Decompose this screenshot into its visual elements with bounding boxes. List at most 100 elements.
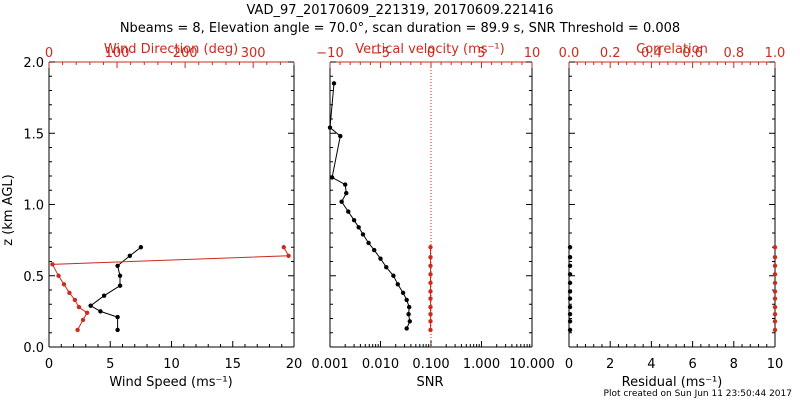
snr-point (404, 326, 409, 331)
residual-top-tick-label: 0.6 (682, 46, 703, 61)
snr-point (329, 175, 335, 180)
height-tick-label: 1.5 (23, 127, 44, 142)
wind-direction-point (286, 253, 291, 258)
snr-point (351, 217, 357, 223)
correlation-point (772, 327, 778, 333)
wind-direction-point (76, 304, 82, 310)
plot-created-footer: Plot created on Sun Jun 11 23:50:44 2017 (604, 389, 792, 399)
correlation-point (772, 289, 778, 294)
residual-point (567, 272, 573, 277)
residual-point (567, 304, 573, 310)
wind-direction-point (56, 273, 61, 278)
vertical-velocity-point (428, 304, 433, 310)
correlation-point (772, 296, 778, 301)
snr-point (327, 125, 333, 130)
residual-bottom-tick-label: 4 (647, 357, 655, 372)
wind-top-tick-label: 100 (105, 46, 130, 61)
correlation-point (772, 245, 778, 250)
snr-point (371, 247, 377, 253)
correlation-point (772, 280, 778, 286)
correlation-point (772, 255, 778, 260)
wind-speed-point (88, 303, 93, 308)
wind-direction-line (51, 247, 290, 331)
figure-title-line2: Nbeams = 8, Elevation angle = 70.0°, sca… (120, 21, 680, 36)
wind-direction-point (61, 282, 67, 287)
snr-point (339, 199, 344, 204)
snr-axis-title: SNR (416, 375, 443, 390)
snr-bottom-tick-label: 0.010 (362, 357, 399, 372)
snr-point (343, 182, 348, 187)
correlation-point (772, 263, 778, 268)
residual-point (567, 319, 573, 324)
snr-point (404, 297, 409, 303)
residual-point (567, 263, 573, 268)
vertical-velocity-point (428, 327, 433, 333)
snr-line (329, 83, 411, 329)
residual-point (567, 289, 573, 294)
snr-point (406, 304, 412, 310)
wind-top-tick-label: 0 (45, 46, 53, 61)
vertical-velocity-point (428, 272, 433, 277)
wind-bottom-tick-label: 5 (106, 357, 114, 372)
residual-point (567, 280, 573, 286)
residual-top-tick-label: 0.2 (600, 46, 621, 61)
snr-top-tick-label: 0 (427, 46, 435, 61)
snr-point (407, 319, 412, 324)
snr-top-tick-label: 5 (477, 46, 485, 61)
wind-speed-point (101, 293, 107, 298)
vertical-velocity-point (428, 289, 433, 294)
panel-wind: 0.00.51.01.52.00 5 10 15 200 100 200 300 (23, 46, 302, 372)
wind-direction-point (67, 290, 72, 296)
height-tick-label: 0.5 (23, 270, 44, 285)
vertical-velocity-point (428, 263, 433, 268)
vertical-velocity-point (428, 312, 433, 317)
snr-point (400, 290, 406, 296)
snr-point (331, 81, 337, 86)
wind-bottom-tick-label: 10 (163, 357, 180, 372)
snr-point (384, 265, 389, 270)
panel-snr: 0.001 0.010 0.100 1.000 10.000 −10 −5 0 5 10 (311, 46, 554, 372)
wind-speed-point (117, 283, 123, 288)
wind-direction-point (80, 317, 86, 323)
wind-direction-axis-title: Wind Direction (deg) (104, 42, 238, 57)
wind-speed-point (117, 273, 123, 278)
snr-bottom-tick-label: 1.000 (463, 357, 500, 372)
snr-top-tick-label: −10 (316, 46, 343, 61)
height-tick-label: 1.0 (23, 199, 44, 214)
residual-point (567, 296, 573, 301)
wind-bottom-tick-label: 20 (286, 357, 303, 372)
wind-speed-point (115, 263, 120, 268)
residual-top-tick-label: 1.0 (765, 46, 786, 61)
height-tick-label: 0.0 (23, 341, 44, 356)
correlation-point (772, 304, 778, 310)
correlation-point (772, 312, 778, 317)
snr-point (366, 240, 371, 246)
snr-point (346, 209, 351, 214)
height-axis-title: z (km AGL) (1, 174, 16, 245)
figure-title-line1: VAD_97_20170609_221319, 20170609.221416 (247, 3, 554, 18)
wind-speed-axis-title: Wind Speed (ms⁻¹) (109, 375, 232, 390)
snr-bottom-tick-label: 10.000 (509, 357, 555, 372)
residual-bottom-tick-label: 8 (730, 357, 738, 372)
snr-point (360, 232, 366, 237)
correlation-axis-title: Correlation (636, 42, 708, 57)
wind-direction-point (84, 310, 90, 315)
snr-point (356, 225, 361, 230)
wind-speed-point (127, 253, 133, 258)
wind-speed-line (89, 246, 142, 330)
vertical-velocity-point (428, 255, 433, 260)
wind-top-tick-label: 300 (241, 46, 266, 61)
snr-top-tick-label: 10 (524, 46, 541, 61)
residual-point (567, 255, 573, 260)
residual-point (567, 327, 573, 333)
wind-direction-point (50, 262, 55, 267)
wind-speed-point (115, 327, 120, 333)
residual-bottom-tick-label: 10 (767, 357, 784, 372)
residual-bottom-tick-label: 2 (606, 357, 614, 372)
residual-point (567, 312, 573, 317)
wind-speed-point (98, 309, 103, 314)
snr-point (391, 273, 396, 278)
snr-point (395, 282, 400, 287)
snr-bottom-tick-label: 0.100 (412, 357, 449, 372)
